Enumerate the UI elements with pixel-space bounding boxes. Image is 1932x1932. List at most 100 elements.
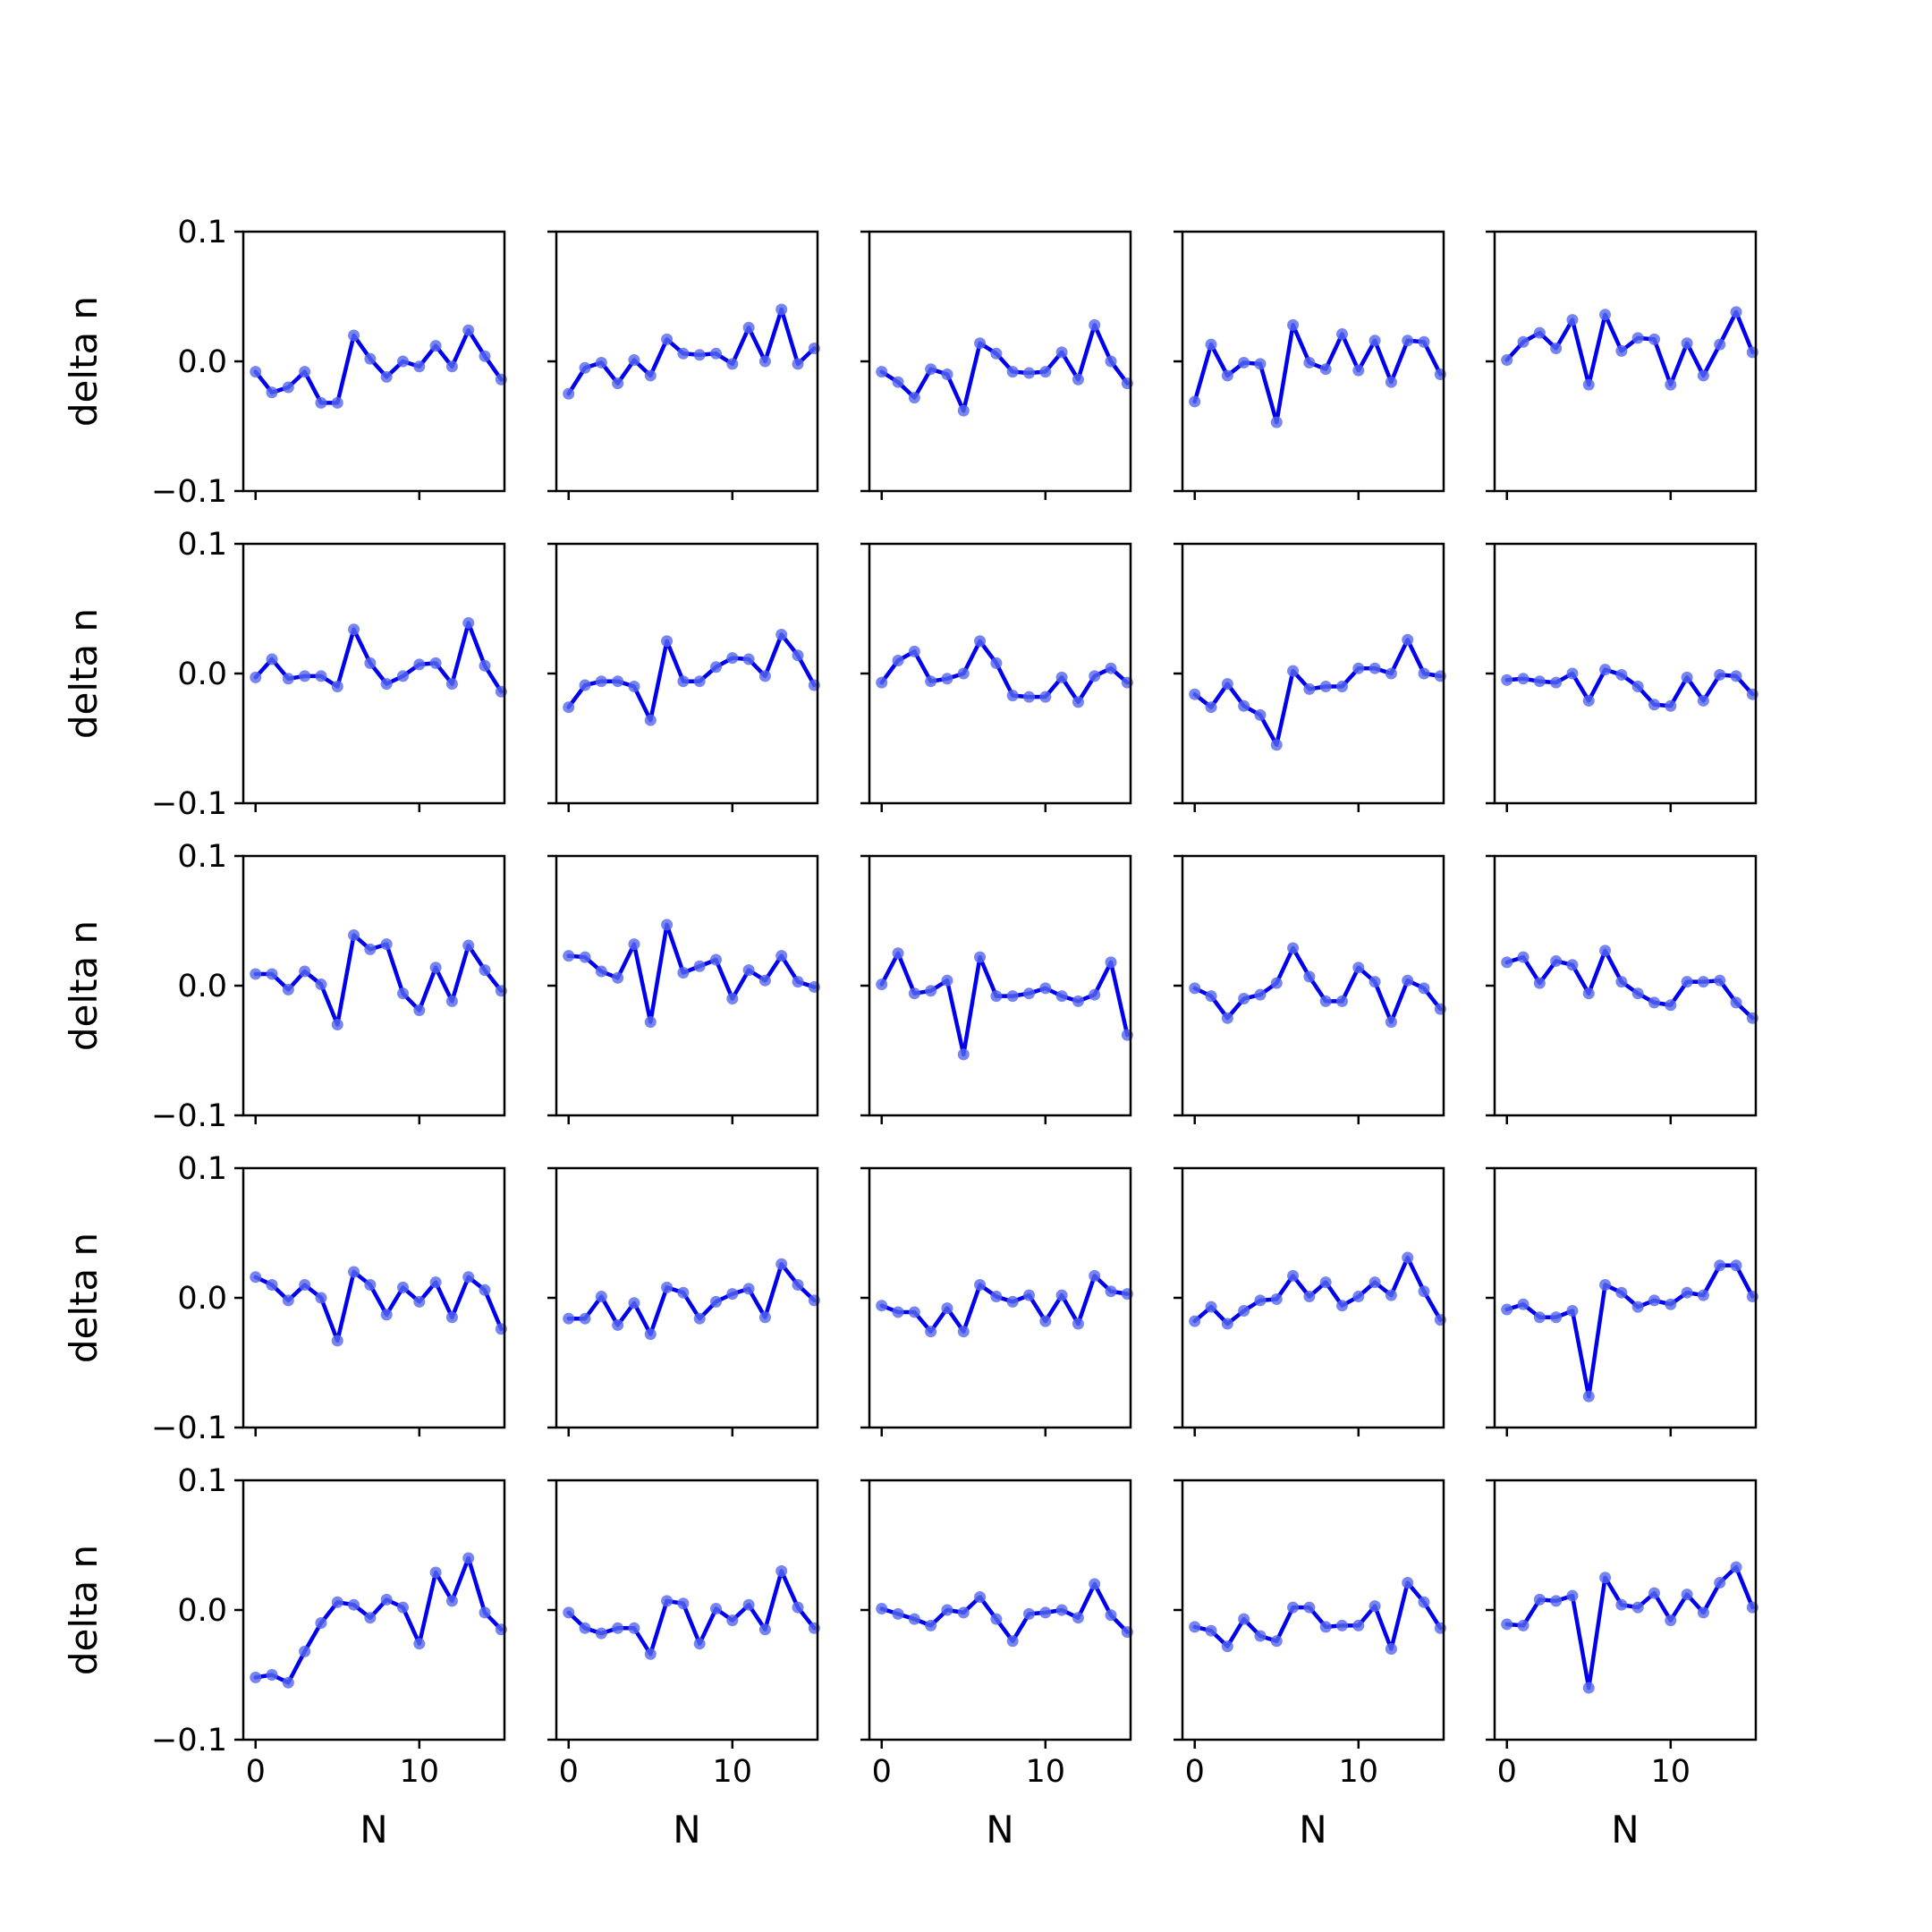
data-point [957, 1048, 970, 1061]
data-point [1270, 739, 1283, 751]
data-point [1039, 691, 1052, 703]
data-line [253, 327, 504, 405]
data-point [612, 675, 624, 688]
data-point [1352, 1291, 1365, 1303]
data-point [1238, 1613, 1250, 1625]
y-tick-label: 0.0 [177, 1593, 227, 1629]
data-point [758, 1623, 771, 1636]
data-point [299, 1645, 311, 1657]
data-point [612, 1622, 624, 1634]
data-point [1352, 1619, 1365, 1631]
data-point [1648, 1294, 1660, 1307]
data-point [250, 968, 262, 980]
data-point [628, 354, 640, 367]
data-point [1006, 1295, 1019, 1308]
y-tick-label: 0.1 [177, 215, 227, 250]
data-point [364, 352, 377, 365]
data-point [974, 951, 987, 963]
data-point [1665, 1614, 1677, 1627]
data-point [990, 1291, 1003, 1303]
data-point [563, 387, 575, 400]
data-point [1205, 701, 1217, 714]
data-point [1631, 987, 1644, 1000]
data-point [413, 1638, 426, 1650]
subplot-r4-c3: 0 10 N [1174, 1479, 1446, 1852]
data-point [1221, 1318, 1233, 1330]
y-axis-label: delta n [62, 1545, 106, 1675]
y-tick-label: 0.0 [177, 969, 227, 1004]
data-point [974, 337, 987, 350]
data-point [579, 951, 591, 963]
data-point [1730, 996, 1742, 1009]
data-point [1105, 355, 1117, 368]
data-point [299, 366, 311, 378]
data-line [1192, 1580, 1443, 1651]
data-point [1714, 974, 1726, 987]
data-point [628, 938, 640, 951]
data-point [1385, 1289, 1397, 1301]
data-line [566, 1262, 817, 1336]
data-point [892, 947, 904, 960]
data-point [429, 1566, 442, 1579]
data-point [1615, 1598, 1628, 1611]
data-point [908, 645, 920, 657]
subplot-r0-c2 [860, 230, 1133, 500]
subplot-r1-c1 [547, 542, 820, 812]
data-point [1385, 376, 1397, 388]
data-point [792, 1601, 804, 1614]
data-point [957, 667, 970, 680]
data-point [1105, 1285, 1117, 1298]
data-point [266, 1279, 278, 1291]
data-point [742, 1598, 755, 1611]
data-point [677, 1597, 690, 1610]
data-point [1023, 691, 1035, 703]
x-tick-label: 10 [400, 1754, 440, 1790]
data-point [1418, 667, 1430, 680]
data-point [1039, 1315, 1052, 1327]
data-point [693, 1638, 706, 1650]
data-point [1336, 328, 1348, 341]
data-point [792, 976, 804, 988]
data-point [1270, 1292, 1283, 1305]
data-line [1192, 638, 1443, 747]
data-point [925, 1619, 937, 1631]
data-point [1418, 335, 1430, 348]
data-point [1550, 676, 1563, 689]
data-point [1533, 1311, 1546, 1324]
data-point [1368, 662, 1381, 674]
data-point [1501, 354, 1513, 367]
x-axis-label: N [673, 1808, 700, 1852]
data-point [876, 1300, 888, 1312]
data-point [1221, 678, 1233, 691]
data-point [579, 1622, 591, 1634]
data-point [1517, 1298, 1530, 1310]
data-point [1566, 314, 1579, 326]
data-point [1006, 690, 1019, 702]
data-point [775, 303, 788, 316]
data-line [1504, 1263, 1755, 1399]
data-point [1319, 363, 1332, 376]
data-point [1303, 356, 1316, 369]
data-point [775, 950, 788, 962]
subplot-r4-c1: 0 10 N [547, 1479, 820, 1852]
data-point [1270, 416, 1283, 428]
data-point [726, 993, 739, 1004]
data-point [1730, 1561, 1742, 1573]
data-point [661, 635, 674, 648]
data-point [1055, 1604, 1068, 1616]
data-point [479, 350, 491, 362]
data-point [1501, 1618, 1513, 1631]
data-point [462, 324, 475, 336]
data-point [1023, 987, 1035, 1000]
data-point [1599, 1572, 1612, 1584]
subplot-r2-c1 [547, 854, 820, 1124]
data-point [661, 333, 674, 345]
data-point [1517, 673, 1530, 685]
data-point [628, 1297, 640, 1309]
data-point [792, 1279, 804, 1291]
data-point [364, 1612, 377, 1624]
y-tick-label: 0.0 [177, 344, 227, 380]
data-point [1631, 1601, 1644, 1614]
subplot-r0-c3 [1174, 230, 1446, 500]
